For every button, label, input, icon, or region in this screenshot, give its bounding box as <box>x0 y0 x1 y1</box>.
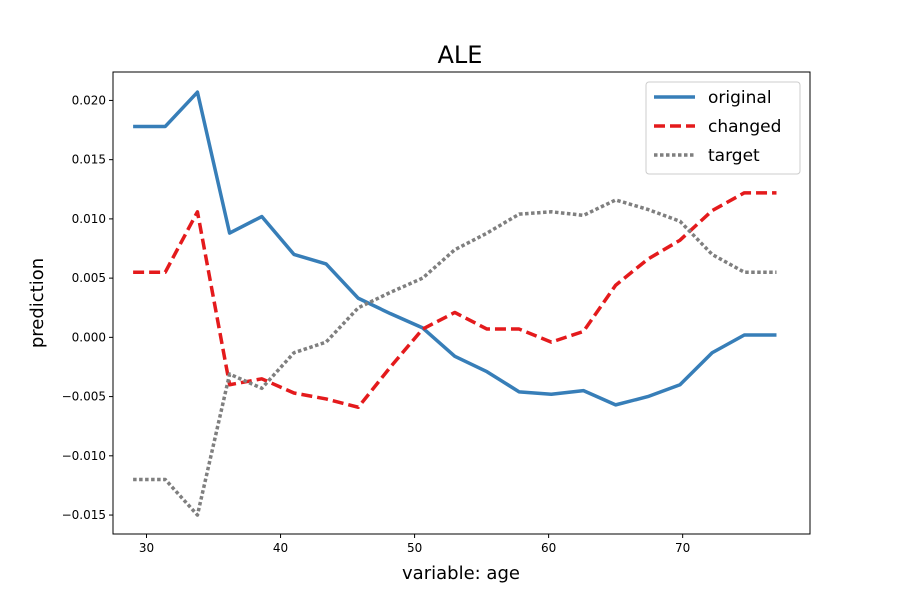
legend: original changed target <box>645 81 801 175</box>
y-tick-label: −0.010 <box>62 449 106 463</box>
y-tick-label: 0.020 <box>72 93 106 107</box>
x-tick-label: 40 <box>273 541 288 555</box>
series-line-original <box>133 90 777 407</box>
x-tick-label: 50 <box>407 541 422 555</box>
legend-label-target: target <box>708 146 760 166</box>
plot-frame <box>112 71 811 535</box>
series-lines <box>133 90 777 517</box>
y-axis: −0.015 −0.010 −0.005 0.000 0.005 0.010 0.015 0.… <box>62 93 113 522</box>
x-axis-label: variable: age <box>402 563 520 584</box>
legend-label-changed: changed <box>708 117 781 137</box>
y-tick-label: −0.005 <box>62 390 106 404</box>
y-tick-label: 0.015 <box>72 153 106 167</box>
series-line-changed <box>133 191 777 409</box>
y-axis-label: prediction <box>27 258 48 348</box>
y-tick-label: 0.005 <box>72 271 106 285</box>
series-line-target <box>133 198 777 517</box>
y-tick-label: 0.000 <box>72 330 106 344</box>
x-tick-label: 30 <box>139 541 154 555</box>
x-tick-label: 60 <box>541 541 556 555</box>
y-tick-label: 0.010 <box>72 212 106 226</box>
x-tick-label: 70 <box>675 541 690 555</box>
y-tick-label: −0.015 <box>62 508 106 522</box>
plot-area: 30 40 50 60 70 −0.015 −0.010 −0.005 0.000 0.005 0… <box>62 71 811 555</box>
x-axis: 30 40 50 60 70 <box>139 534 690 555</box>
legend-label-original: original <box>708 88 772 108</box>
chart-title: ALE <box>438 41 483 69</box>
legend-box <box>645 81 801 175</box>
